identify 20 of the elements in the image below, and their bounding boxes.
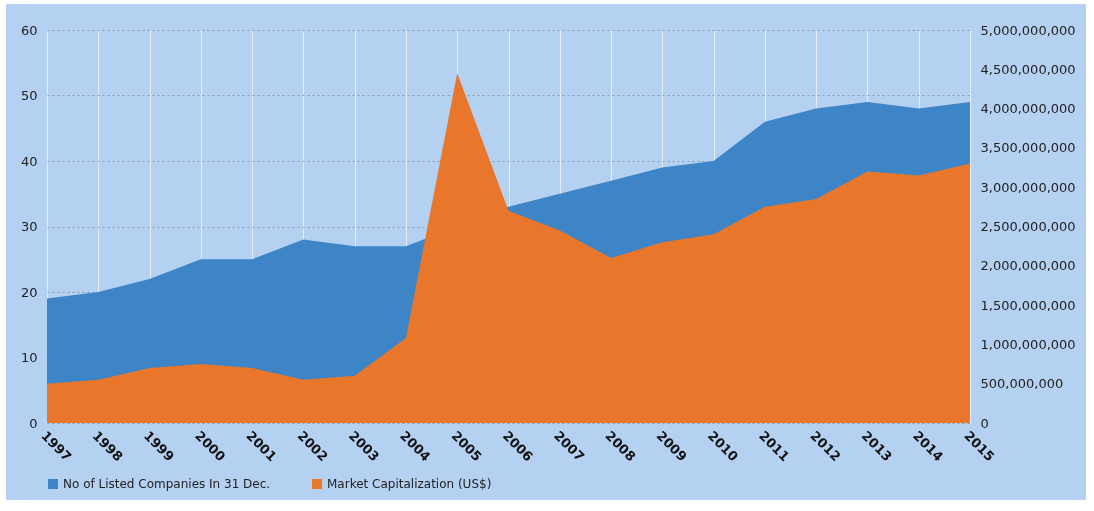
y-tick-label: 50: [20, 88, 38, 103]
y-tick-label: 10: [20, 350, 38, 365]
y2-tick-label: 2,500,000,000: [980, 219, 1076, 234]
y2-tick-label: 3,000,000,000: [980, 179, 1076, 195]
y2-tick-label: 2,000,000,000: [980, 258, 1076, 274]
y2-tick-label: 4,000,000,000: [980, 101, 1076, 117]
y2-tick-label: 0: [980, 415, 989, 431]
y2-tick-label: 1,000,000,000: [980, 336, 1076, 352]
y2-tick-label: 3,500,000,000: [980, 140, 1076, 156]
y-tick-label: 0: [29, 415, 38, 431]
y2-tick-label: 500,000,000: [980, 376, 1064, 392]
y-tick-label: 40: [20, 153, 38, 169]
y-tick-label: 20: [20, 284, 38, 300]
y2-tick-label: 4,500,000,000: [980, 61, 1076, 77]
legend-label: No of Listed Companies In 31 Dec.: [63, 477, 271, 491]
y-tick-label: 30: [20, 219, 38, 234]
y2-tick-label: 5,000,000,000: [980, 22, 1076, 38]
legend-label: Market Capitalization (US$): [327, 477, 492, 491]
y2-tick-label: 1,500,000,000: [980, 297, 1076, 313]
y-tick-label: 60: [20, 22, 38, 38]
